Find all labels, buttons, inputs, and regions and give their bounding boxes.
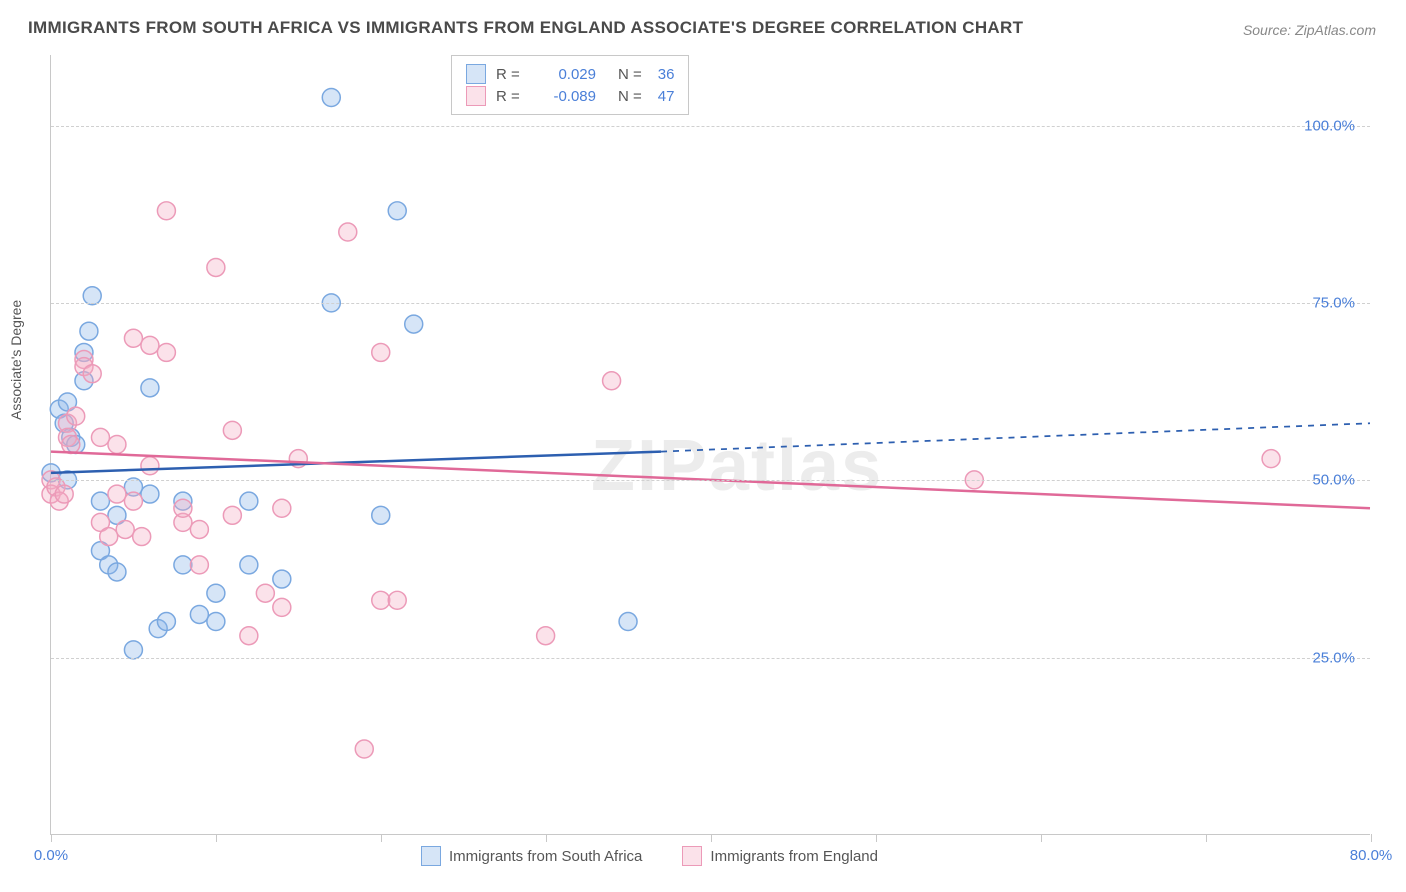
- data-point: [83, 365, 101, 383]
- data-point: [355, 740, 373, 758]
- regression-line-extrapolated: [661, 423, 1370, 451]
- chart-title: IMMIGRANTS FROM SOUTH AFRICA VS IMMIGRAN…: [28, 18, 1023, 38]
- data-point: [157, 202, 175, 220]
- data-point: [1262, 450, 1280, 468]
- data-point: [108, 563, 126, 581]
- swatch-series-1: [466, 64, 486, 84]
- data-point: [405, 315, 423, 333]
- swatch-series-1-bottom: [421, 846, 441, 866]
- y-tick-label: 100.0%: [1304, 117, 1355, 134]
- x-tick: [876, 834, 877, 842]
- data-point: [207, 613, 225, 631]
- legend-item-series-2: Immigrants from England: [682, 846, 878, 866]
- data-point: [157, 343, 175, 361]
- data-point: [174, 556, 192, 574]
- legend-row-series-2: R = -0.089 N = 47: [466, 86, 674, 106]
- data-point: [603, 372, 621, 390]
- y-tick-label: 50.0%: [1312, 472, 1355, 489]
- data-point: [223, 506, 241, 524]
- x-tick: [1371, 834, 1372, 842]
- n-value-series-2: 47: [658, 88, 675, 105]
- data-point: [157, 613, 175, 631]
- data-point: [108, 436, 126, 454]
- data-point: [372, 343, 390, 361]
- y-tick-label: 75.0%: [1312, 295, 1355, 312]
- x-tick: [711, 834, 712, 842]
- data-point: [141, 379, 159, 397]
- data-point: [141, 485, 159, 503]
- data-point: [273, 598, 291, 616]
- swatch-series-2-bottom: [682, 846, 702, 866]
- data-point: [83, 287, 101, 305]
- data-point: [91, 428, 109, 446]
- data-point: [240, 492, 258, 510]
- x-tick-label: 80.0%: [1350, 847, 1393, 864]
- data-point: [91, 492, 109, 510]
- scatter-svg: [51, 55, 1370, 834]
- data-point: [116, 520, 134, 538]
- data-point: [240, 627, 258, 645]
- y-tick-label: 25.0%: [1312, 649, 1355, 666]
- chart-plot-area: ZIPatlas R = 0.029 N = 36 R = -0.089 N =…: [50, 55, 1370, 835]
- n-label: N =: [618, 66, 642, 83]
- data-point: [223, 421, 241, 439]
- data-point: [537, 627, 555, 645]
- data-point: [124, 329, 142, 347]
- data-point: [124, 492, 142, 510]
- data-point: [388, 202, 406, 220]
- x-tick: [51, 834, 52, 842]
- data-point: [256, 584, 274, 602]
- data-point: [619, 613, 637, 631]
- data-point: [80, 322, 98, 340]
- data-point: [240, 556, 258, 574]
- data-point: [108, 485, 126, 503]
- data-point: [372, 506, 390, 524]
- data-point: [67, 407, 85, 425]
- r-label: R =: [496, 88, 526, 105]
- gridline-h: [51, 126, 1370, 127]
- data-point: [190, 556, 208, 574]
- x-tick: [546, 834, 547, 842]
- x-tick-label: 0.0%: [34, 847, 68, 864]
- data-point: [388, 591, 406, 609]
- y-axis-label: Associate's Degree: [8, 300, 24, 420]
- gridline-h: [51, 303, 1370, 304]
- data-point: [339, 223, 357, 241]
- gridline-h: [51, 658, 1370, 659]
- n-value-series-1: 36: [658, 66, 675, 83]
- n-label: N =: [618, 88, 642, 105]
- x-tick: [216, 834, 217, 842]
- x-tick: [1206, 834, 1207, 842]
- series-2-name: Immigrants from England: [710, 848, 878, 865]
- x-tick: [1041, 834, 1042, 842]
- x-tick: [381, 834, 382, 842]
- data-point: [141, 457, 159, 475]
- data-point: [141, 336, 159, 354]
- swatch-series-2: [466, 86, 486, 106]
- data-point: [174, 499, 192, 517]
- data-point: [273, 570, 291, 588]
- data-point: [322, 89, 340, 107]
- legend-row-series-1: R = 0.029 N = 36: [466, 64, 674, 84]
- data-point: [190, 605, 208, 623]
- data-point: [55, 485, 73, 503]
- series-legend: Immigrants from South Africa Immigrants …: [421, 846, 878, 866]
- data-point: [190, 520, 208, 538]
- series-1-name: Immigrants from South Africa: [449, 848, 642, 865]
- r-value-series-2: -0.089: [536, 88, 596, 105]
- data-point: [100, 528, 118, 546]
- gridline-h: [51, 480, 1370, 481]
- correlation-legend: R = 0.029 N = 36 R = -0.089 N = 47: [451, 55, 689, 115]
- data-point: [124, 641, 142, 659]
- data-point: [273, 499, 291, 517]
- r-label: R =: [496, 66, 526, 83]
- data-point: [372, 591, 390, 609]
- r-value-series-1: 0.029: [536, 66, 596, 83]
- data-point: [62, 436, 80, 454]
- data-point: [133, 528, 151, 546]
- source-attribution: Source: ZipAtlas.com: [1243, 22, 1376, 38]
- legend-item-series-1: Immigrants from South Africa: [421, 846, 642, 866]
- data-point: [207, 584, 225, 602]
- data-point: [207, 258, 225, 276]
